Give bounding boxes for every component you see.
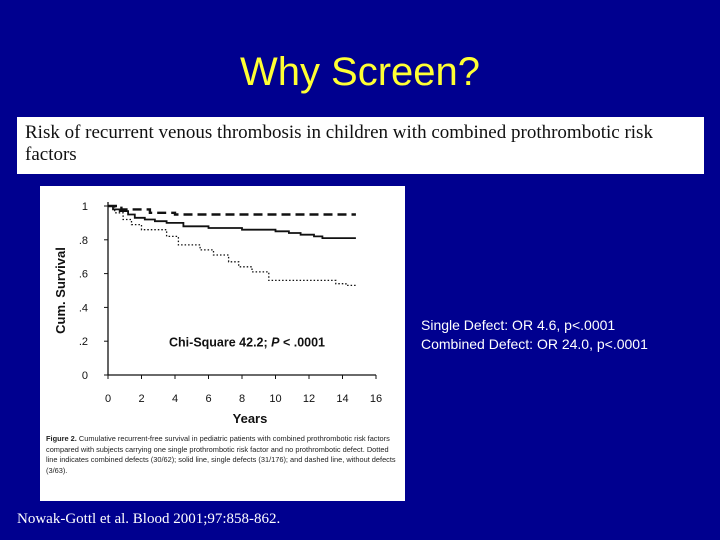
- x-tick-label: 12: [303, 393, 315, 405]
- figure-panel: 0.2.4.6.8 1 0 2 4 6 8 10 12 14 16 Cum. Survival Ye…: [40, 186, 405, 501]
- figure-caption: Figure 2. Cumulative recurrent-free surv…: [46, 434, 398, 476]
- solid-survival-curve: [108, 205, 356, 239]
- y-tick-label: 0: [82, 370, 88, 382]
- y-tick-label: .6: [79, 269, 88, 281]
- figure-caption-text: Cumulative recurrent-free survival in pe…: [46, 434, 396, 475]
- combined-defect-stat: Combined Defect: OR 24.0, p<.0001: [421, 336, 648, 352]
- citation: Nowak-Gottl et al. Blood 2001;97:858-862…: [17, 511, 281, 527]
- y-tick-label: .8: [79, 235, 88, 247]
- single-defect-stat: Single Defect: OR 4.6, p<.0001: [421, 317, 616, 333]
- x-tick-label: 8: [239, 393, 245, 405]
- figure-heading-banner: Risk of recurrent venous thrombosis in c…: [17, 117, 704, 174]
- odds-ratio-stats: Single Defect: OR 4.6, p<.0001 Combined …: [421, 316, 648, 354]
- slide-title: Why Screen?: [239, 50, 481, 94]
- y-tick-label: .4: [79, 302, 88, 314]
- y-tick-label: .2: [79, 336, 88, 348]
- survival-chart: 0.2.4.6.810 2 4 6 8 10 12 14 16 Cum. Survival Ye…: [53, 201, 382, 426]
- y-tick-label: 1: [82, 201, 88, 213]
- x-tick-label: 14: [336, 393, 348, 405]
- x-tick-label: 0: [105, 393, 111, 405]
- x-tick-label: 10: [269, 393, 281, 405]
- x-axis-label: Years: [233, 411, 268, 426]
- x-tick-label: 4: [172, 393, 178, 405]
- x-tick-label: 6: [205, 393, 211, 405]
- x-tick-label: 2: [138, 393, 144, 405]
- dashed-survival-curve: [108, 204, 356, 216]
- figure-caption-label: Figure 2.: [46, 434, 77, 443]
- x-tick-label: 16: [370, 393, 382, 405]
- y-axis-label: Cum. Survival: [53, 247, 68, 334]
- chi-square-annotation: Chi-Square 42.2; P < .0001: [169, 335, 325, 349]
